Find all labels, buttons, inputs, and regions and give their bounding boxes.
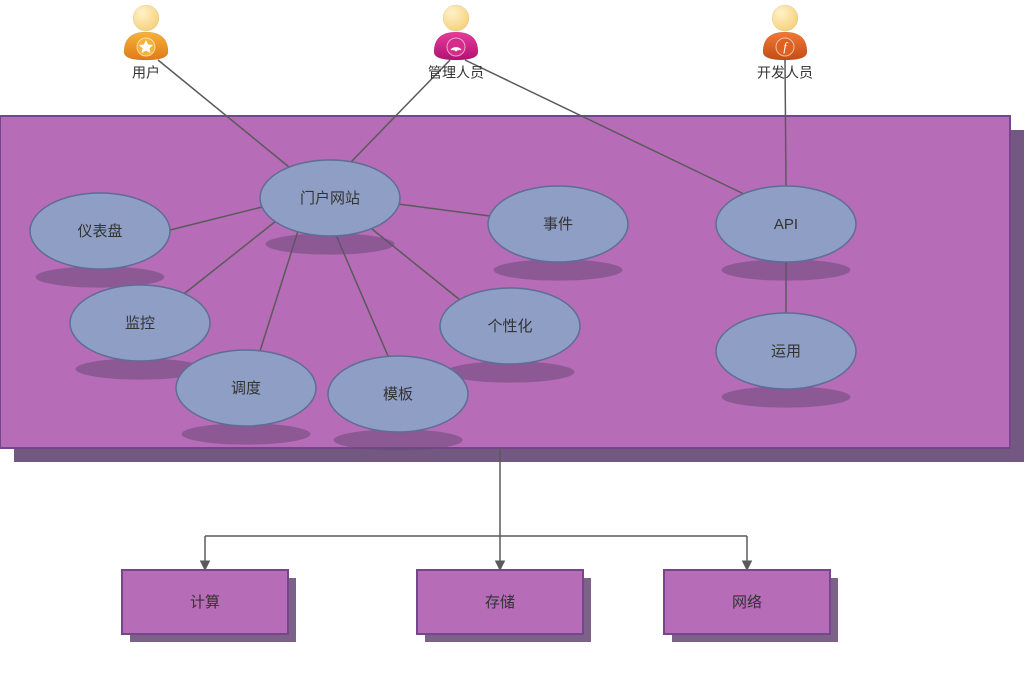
node-label-schedule: 调度 bbox=[231, 380, 261, 397]
node-label-portal: 门户网站 bbox=[300, 190, 360, 207]
node-label-deploy: 运用 bbox=[771, 343, 801, 360]
node-label-template: 模板 bbox=[383, 385, 413, 403]
node-label-dash: 仪表盘 bbox=[77, 222, 122, 240]
box-label-storage: 存储 bbox=[485, 594, 515, 611]
node-label-event: 事件 bbox=[543, 216, 573, 233]
node-label-monitor: 监控 bbox=[125, 315, 155, 332]
actor-label-dev: 开发人员 bbox=[757, 65, 813, 81]
node-label-api: API bbox=[774, 216, 798, 233]
actor-admin: 管理人员 bbox=[428, 5, 484, 81]
box-label-compute: 计算 bbox=[190, 593, 220, 611]
actor-user: 用户 bbox=[124, 5, 168, 81]
box-label-network: 网络 bbox=[732, 594, 762, 611]
actor-dev: f开发人员 bbox=[757, 5, 813, 81]
actor-label-admin: 管理人员 bbox=[428, 65, 484, 81]
actor-label-user: 用户 bbox=[132, 65, 160, 81]
node-label-person: 个性化 bbox=[487, 318, 532, 335]
